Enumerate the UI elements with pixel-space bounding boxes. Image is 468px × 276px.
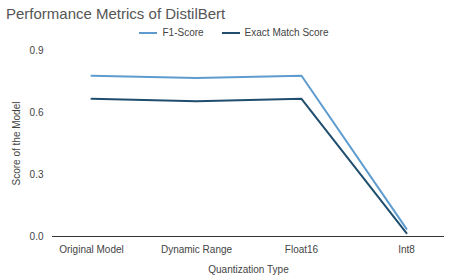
svg-text:Float16: Float16 <box>285 244 319 255</box>
svg-text:Quantization Type: Quantization Type <box>208 264 289 275</box>
html-text:F1-Score: F1-Score <box>162 26 204 38</box>
svg-text:Dynamic Range: Dynamic Range <box>161 244 233 255</box>
svg-text:0.9: 0.9 <box>30 45 44 56</box>
svg-text:0.0: 0.0 <box>30 231 44 242</box>
html-text:Exact Match Score: Exact Match Score <box>244 26 329 38</box>
svg-text:Original Model: Original Model <box>59 244 123 255</box>
svg-text:0.3: 0.3 <box>30 169 44 180</box>
svg-text:Int8: Int8 <box>398 244 415 255</box>
html-text:Performance Metrics of DistilB: Performance Metrics of DistilBert <box>6 5 226 22</box>
svg-text:Score of the Model: Score of the Model <box>11 102 22 186</box>
svg-text:0.6: 0.6 <box>30 107 44 118</box>
